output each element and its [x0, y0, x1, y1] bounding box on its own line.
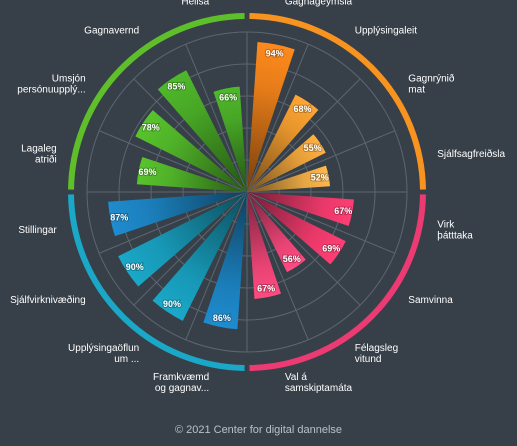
- grid-spoke: [246, 191, 361, 306]
- category-labels: Gagnageymsla Upplýsingaleit Gagnrýnið mat Sj…: [10, 0, 505, 394]
- bar[interactable]: [135, 110, 247, 192]
- category-label: Sjálfvirknivæðing: [10, 294, 86, 306]
- value-label: 69%: [139, 167, 157, 177]
- category-label: Heilsa: [181, 0, 209, 8]
- bar[interactable]: [108, 192, 247, 237]
- category-label: Virk þátttaka: [437, 219, 473, 241]
- grid-spoke: [98, 130, 248, 193]
- value-label: 68%: [293, 104, 311, 114]
- value-label: 69%: [322, 243, 340, 253]
- grid-spoke: [246, 191, 309, 341]
- bar[interactable]: [136, 156, 247, 192]
- category-label: Lagaleg atriði: [21, 144, 57, 166]
- radial-grid: [86, 31, 408, 353]
- value-label: 90%: [126, 262, 144, 272]
- value-label: 85%: [167, 81, 185, 91]
- group-ring: [249, 194, 426, 371]
- copyright-footer: © 2021 Center for digital dannelse: [174, 424, 343, 436]
- category-label: Sjálfsagfreiðsla: [437, 148, 505, 160]
- bars: [108, 41, 354, 330]
- bar[interactable]: [247, 94, 319, 192]
- category-label: Gagnavernd: [84, 26, 139, 37]
- value-label: 86%: [213, 313, 231, 323]
- value-label: 78%: [142, 123, 160, 133]
- category-label: Gagnrýnið mat: [408, 73, 455, 96]
- category-label: Upplýsingaöflun um ...: [68, 343, 139, 365]
- group-ring: [68, 194, 245, 371]
- grid-spoke: [98, 191, 248, 254]
- bar[interactable]: [247, 192, 306, 273]
- grid-spoke: [133, 191, 248, 306]
- category-label: Stillingar: [18, 225, 57, 236]
- category-label: Umsjón persónuupplý...: [17, 74, 85, 96]
- bar[interactable]: [213, 86, 247, 192]
- bar[interactable]: [247, 192, 346, 265]
- grid-spoke: [246, 191, 396, 254]
- grid-spoke: [246, 130, 396, 193]
- group-rings: [68, 13, 426, 371]
- value-label: 90%: [163, 299, 181, 309]
- value-label: 94%: [266, 48, 284, 58]
- group-ring: [68, 13, 245, 190]
- category-label: Upplýsingaleit: [355, 26, 417, 37]
- bar[interactable]: [118, 192, 247, 287]
- value-label: 66%: [219, 92, 237, 102]
- bar[interactable]: [247, 41, 295, 192]
- value-label: 56%: [283, 254, 301, 264]
- bar[interactable]: [203, 192, 247, 330]
- value-labels: 94% 68% 55% 52% 67% 69% 56% 67% 86% 90% 90% 87% 69% 7…: [109, 47, 353, 324]
- category-label: Framkvæmd og gagnav...: [153, 372, 209, 394]
- category-label: Samvinna: [408, 295, 453, 306]
- value-label: 52%: [311, 173, 329, 183]
- group-ring: [249, 13, 426, 190]
- value-label: 55%: [304, 143, 322, 153]
- grid-spoke: [185, 191, 248, 341]
- category-label: Gagnageymsla: [285, 0, 353, 8]
- value-label: 87%: [110, 212, 128, 222]
- bar[interactable]: [247, 192, 282, 299]
- bar[interactable]: [247, 165, 330, 192]
- grid-spoke: [246, 43, 309, 193]
- grid-spoke: [246, 78, 361, 193]
- value-label: 67%: [257, 283, 275, 293]
- bar[interactable]: [157, 70, 247, 192]
- grid-spoke: [133, 78, 248, 193]
- bar[interactable]: [247, 192, 354, 227]
- grid-spoke: [185, 43, 248, 193]
- category-label: Val á samskiptamáta: [285, 372, 353, 394]
- bar[interactable]: [152, 192, 247, 321]
- value-label: 67%: [334, 206, 352, 216]
- category-label: Félagsleg vitund: [355, 343, 398, 365]
- bar[interactable]: [247, 134, 326, 192]
